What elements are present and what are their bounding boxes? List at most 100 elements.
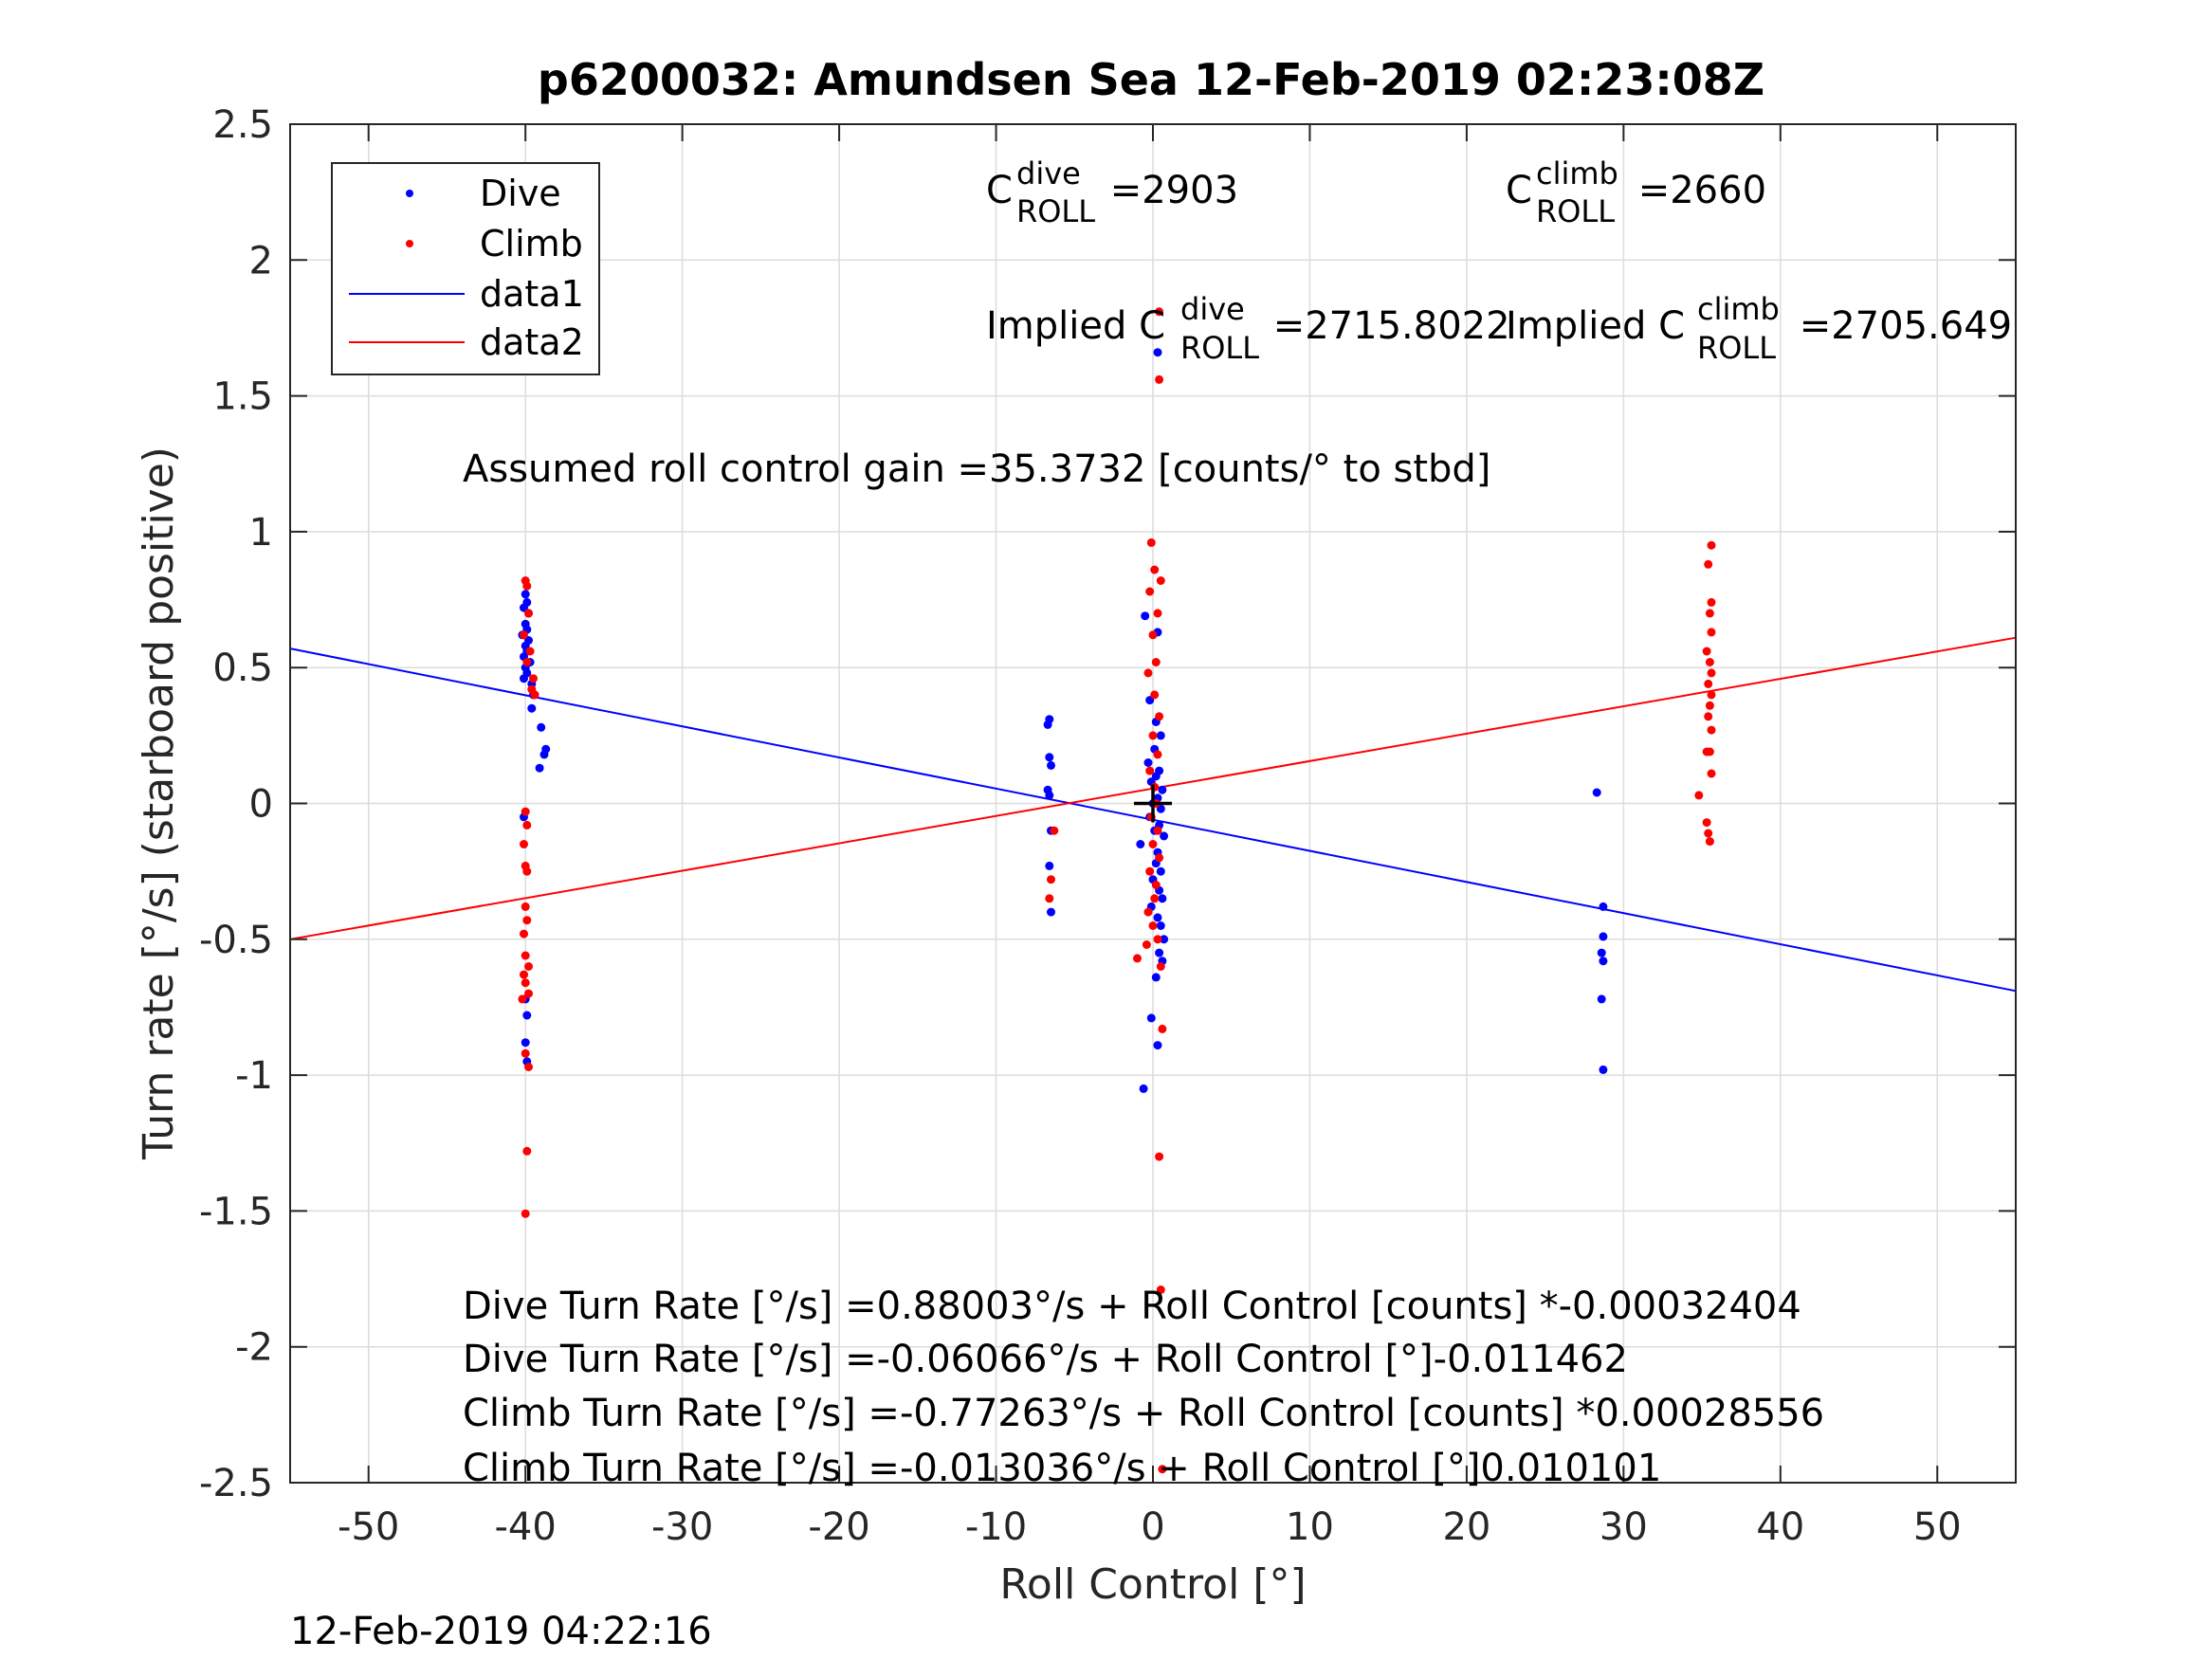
climb-point	[1707, 690, 1716, 700]
climb-point	[1150, 565, 1160, 574]
dive-point	[1160, 935, 1169, 944]
dive-point	[1153, 1041, 1162, 1050]
climb-point	[1153, 935, 1162, 944]
climb-point	[521, 902, 530, 911]
legend: Dive Climb data1 data2	[331, 162, 600, 375]
c-roll-dive-sup: dive	[1016, 155, 1081, 191]
y-tick-label: -1.5	[199, 1190, 273, 1233]
y-tick-label: 2	[249, 239, 273, 283]
legend-swatch-climb	[406, 240, 413, 247]
equation-climb-degrees: Climb Turn Rate [°/s] =-0.013036°/s + Ro…	[463, 1447, 1661, 1490]
climb-point	[522, 658, 532, 666]
climb-point	[1155, 374, 1164, 384]
climb-point	[1702, 818, 1711, 828]
climb-point	[1707, 668, 1716, 678]
dive-point	[1146, 1013, 1156, 1023]
dive-point	[1599, 932, 1608, 941]
climb-point	[1707, 725, 1716, 735]
dive-point	[1143, 758, 1153, 767]
c-roll-dive-value: =2903	[1098, 169, 1238, 212]
footer-timestamp: 12-Feb-2019 04:22:16	[290, 1610, 712, 1653]
c-roll-dive-base: C	[986, 169, 1013, 212]
climb-point	[1705, 658, 1714, 666]
dive-point	[1153, 913, 1162, 922]
climb-point	[1146, 538, 1156, 547]
climb-point	[1158, 1024, 1167, 1033]
climb-point	[1142, 940, 1151, 949]
y-tick-label: -2.5	[199, 1462, 273, 1505]
x-axis-label: Roll Control [°]	[999, 1560, 1306, 1609]
x-tick-label: 30	[1600, 1505, 1648, 1549]
x-tick-label: -50	[338, 1505, 399, 1549]
dive-point	[1158, 894, 1167, 903]
implied-c-roll-dive-value: =2715.8022	[1261, 304, 1510, 348]
climb-point	[1705, 609, 1714, 618]
implied-c-roll-climb-prefix: Implied C	[1506, 304, 1685, 348]
climb-point	[524, 989, 533, 998]
climb-point	[1050, 826, 1059, 835]
climb-point	[1148, 630, 1158, 640]
implied-c-roll-dive-sub: ROLL	[1180, 330, 1259, 366]
roll-gain-annotation: Assumed roll control gain =35.3732 [coun…	[463, 447, 1490, 491]
x-tick-label: 20	[1442, 1505, 1490, 1549]
y-tick-label: -2	[235, 1326, 273, 1370]
climb-point	[1148, 840, 1158, 848]
climb-point	[1143, 907, 1153, 917]
climb-point	[1158, 1465, 1167, 1474]
climb-point	[1705, 701, 1714, 710]
dive-point	[1597, 948, 1606, 957]
climb-point	[520, 840, 528, 848]
x-tick-label: -10	[965, 1505, 1027, 1549]
climb-point	[1704, 559, 1713, 569]
legend-swatch-dive	[406, 190, 413, 197]
dive-point	[1139, 1084, 1148, 1093]
dive-point	[1047, 760, 1055, 770]
climb-point	[520, 929, 528, 939]
climb-point	[521, 807, 530, 816]
equation-dive-counts: Dive Turn Rate [°/s] =0.88003°/s + Roll …	[463, 1285, 1801, 1328]
implied-c-roll-dive-prefix: Implied C	[986, 304, 1165, 348]
y-tick-label: 1	[249, 511, 273, 555]
legend-label-climb: Climb	[480, 223, 583, 264]
climb-point	[1145, 587, 1155, 596]
dive-point	[1156, 921, 1165, 930]
c-roll-climb-base: C	[1506, 169, 1532, 212]
climb-point	[1153, 826, 1162, 835]
climb-point	[1155, 1152, 1164, 1161]
y-axis-label: Turn rate [°/s] (starboard positive)	[135, 447, 183, 1160]
x-tick-label: -30	[651, 1505, 713, 1549]
legend-label-data1: data1	[480, 273, 584, 315]
climb-point	[524, 609, 533, 618]
zero-crosshair	[1134, 784, 1172, 823]
legend-label-dive: Dive	[480, 173, 561, 214]
y-tick-label: -1	[235, 1054, 273, 1098]
x-tick-label: 50	[1913, 1505, 1962, 1549]
climb-point	[1153, 609, 1162, 618]
climb-point	[1707, 628, 1716, 637]
x-tick-label: 0	[1141, 1505, 1164, 1549]
dive-point	[1151, 973, 1161, 982]
climb-point	[525, 647, 535, 656]
c-roll-climb-sup: climb	[1536, 155, 1618, 191]
climb-point	[1704, 712, 1713, 721]
c-roll-dive-sub: ROLL	[1016, 193, 1095, 229]
c-roll-climb-sub: ROLL	[1536, 193, 1615, 229]
y-tick-label: 2.5	[212, 103, 273, 147]
dive-point	[1158, 785, 1167, 794]
climb-point	[1156, 962, 1165, 971]
climb-point	[1707, 597, 1716, 607]
climb-point	[521, 951, 530, 960]
implied-c-roll-dive: Implied C dive ROLL =2715.8022	[986, 291, 1510, 366]
climb-point	[1151, 658, 1161, 666]
climb-point	[1156, 1285, 1165, 1294]
implied-c-roll-climb: Implied C climb ROLL =2705.649	[1506, 291, 2012, 366]
climb-point	[520, 630, 528, 640]
dive-point	[537, 722, 546, 732]
climb-point	[522, 866, 532, 876]
climb-point	[522, 1146, 532, 1156]
legend-box	[331, 162, 600, 375]
dive-point	[521, 1038, 530, 1048]
climb-point	[522, 581, 532, 591]
climb-point	[1702, 647, 1711, 656]
climb-point	[522, 916, 532, 925]
